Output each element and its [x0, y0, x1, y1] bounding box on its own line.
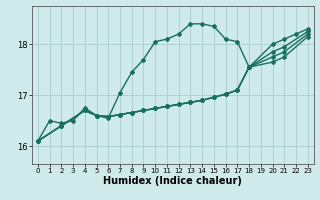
X-axis label: Humidex (Indice chaleur): Humidex (Indice chaleur) — [103, 176, 242, 186]
